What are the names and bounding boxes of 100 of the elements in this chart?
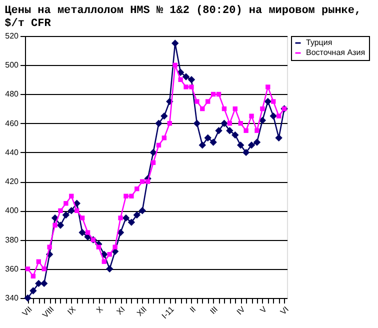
point xyxy=(140,179,145,184)
point xyxy=(155,120,162,127)
point xyxy=(271,99,276,104)
point xyxy=(52,222,58,228)
point xyxy=(47,244,52,250)
x-tick-label: II xyxy=(188,304,198,314)
point xyxy=(118,216,123,220)
y-tick-label: 340 xyxy=(5,294,20,302)
point xyxy=(80,216,85,220)
point xyxy=(182,73,190,80)
point xyxy=(116,228,124,236)
point xyxy=(167,120,172,126)
point xyxy=(40,280,48,288)
point xyxy=(42,266,46,272)
point xyxy=(30,287,37,294)
point xyxy=(68,207,75,214)
point xyxy=(51,214,59,222)
point xyxy=(69,194,74,198)
x-tick-label: IX xyxy=(66,304,78,317)
point xyxy=(134,186,140,192)
legend-label: Восточная Азия xyxy=(306,48,366,57)
point xyxy=(112,244,118,250)
point xyxy=(172,62,178,68)
point xyxy=(248,142,256,149)
point xyxy=(85,230,90,235)
point xyxy=(35,280,42,288)
y-tick-label: 520 xyxy=(5,32,20,40)
point xyxy=(232,106,238,112)
chart-title: Цены на металлолом HMS № 1&2 (80:20) на мировом рынке, $/т CFR xyxy=(4,5,362,30)
point xyxy=(266,84,270,90)
point xyxy=(215,127,222,134)
point xyxy=(62,211,70,219)
point xyxy=(260,106,265,112)
point xyxy=(232,131,239,139)
point xyxy=(124,194,128,198)
point xyxy=(74,208,80,214)
point xyxy=(102,259,106,264)
point xyxy=(58,208,63,214)
y-tick-label: 500 xyxy=(5,60,20,70)
point xyxy=(200,106,205,112)
point xyxy=(150,160,156,165)
point xyxy=(160,112,168,120)
point xyxy=(176,68,184,76)
point xyxy=(258,116,266,124)
point xyxy=(150,148,157,156)
point xyxy=(64,201,68,206)
y-tick-label: 360 xyxy=(5,264,20,274)
point xyxy=(204,134,212,142)
y-tick-label: 460 xyxy=(5,118,20,128)
y-tick-label: 440 xyxy=(5,148,20,157)
point xyxy=(226,127,234,134)
point xyxy=(184,84,188,90)
x-tick-label: VII xyxy=(20,304,34,318)
point xyxy=(129,194,134,198)
x-tick-label: I-11 xyxy=(160,304,176,320)
point xyxy=(227,120,232,126)
point xyxy=(138,207,146,214)
point xyxy=(189,84,194,90)
point xyxy=(107,252,112,257)
point xyxy=(222,106,227,112)
point xyxy=(238,120,243,126)
point xyxy=(106,265,114,272)
point xyxy=(172,40,179,47)
point xyxy=(210,138,217,146)
point xyxy=(96,244,102,250)
point xyxy=(36,259,41,264)
point xyxy=(275,134,282,142)
point xyxy=(253,138,261,146)
point xyxy=(133,211,140,219)
point xyxy=(237,142,244,149)
point xyxy=(162,136,167,140)
point xyxy=(56,222,64,229)
point xyxy=(249,114,254,118)
point xyxy=(145,179,150,184)
x-tick-label: X xyxy=(94,304,106,315)
point xyxy=(178,77,183,82)
point xyxy=(254,128,260,133)
point xyxy=(216,92,222,97)
y-tick-label: 480 xyxy=(5,90,20,99)
point xyxy=(264,98,272,106)
point xyxy=(156,142,162,148)
point xyxy=(210,92,216,97)
point xyxy=(206,99,210,104)
y-tick-label: 380 xyxy=(5,235,20,244)
x-tick-label: IV xyxy=(235,304,248,317)
x-tick-label: XI xyxy=(114,304,127,317)
point xyxy=(122,214,130,222)
point xyxy=(244,128,248,133)
point xyxy=(128,218,136,226)
x-tick-label: VI xyxy=(278,304,290,317)
x-tick-label: III xyxy=(208,304,220,316)
y-tick-label: 400 xyxy=(5,206,20,216)
x-tick-label: V xyxy=(258,304,270,315)
point xyxy=(78,228,86,236)
point xyxy=(25,266,30,272)
point xyxy=(30,274,36,279)
point xyxy=(194,99,200,104)
point xyxy=(198,142,206,149)
y-tick-label: 420 xyxy=(5,177,20,186)
point xyxy=(220,120,228,127)
